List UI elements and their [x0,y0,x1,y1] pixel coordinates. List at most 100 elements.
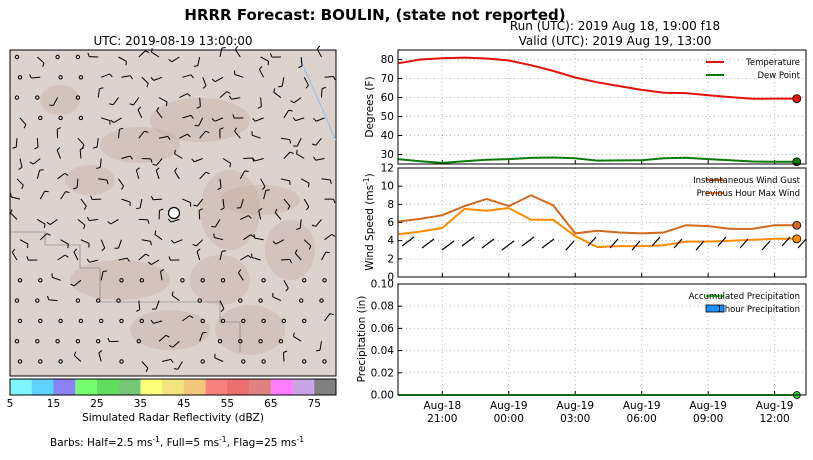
wind-barb-flag [11,248,16,253]
wind-barb [214,236,224,241]
wind-barb [198,117,204,127]
wind-barb-flag [168,345,173,348]
terrain-patch [215,305,285,355]
calm-marker [78,318,84,324]
wind-barb-flag [192,243,197,247]
wind-barb [19,239,29,245]
calm-marker [17,359,23,364]
legend-label-1: Dew Point [757,71,800,81]
wind-barb-flag [144,130,149,133]
wind-barb [321,251,327,261]
calm-marker [75,54,81,60]
wind-barb-flag [173,368,178,370]
temperature-ylabel: Degrees (F) [364,76,376,137]
wind-barb [315,219,322,227]
wind-barb [695,240,705,251]
calm-marker [238,298,243,303]
wind-barb [251,134,261,139]
calm-marker [35,95,40,100]
wind-barb-flag [294,249,298,254]
calm-marker [322,359,327,364]
wind-barb [295,117,305,122]
wind-barb [141,239,151,242]
wind-barb-flag [219,127,224,130]
wind-barb-flag [220,207,225,211]
wind-barb-flag [191,158,195,163]
y-tick-label: 50 [381,111,394,123]
calm-marker [261,318,266,324]
wind-barb-flag [154,230,157,235]
colorbar-frame [9,378,337,396]
x-tick-date: Aug-19 [556,400,594,412]
wind-barb-flag [165,101,168,106]
calm-marker [14,298,20,303]
x-tick-date: Aug-19 [756,400,794,412]
wind-barb-flag [10,192,12,198]
wind-barb-flag [226,91,231,94]
wind-barb [196,251,201,261]
wind-barb-flag [305,84,309,89]
wind-barb-flag [248,215,252,219]
wind-barb [194,158,203,163]
wind-barb [243,157,253,159]
wind-barb-flag [137,106,142,111]
wind-barb [651,236,661,247]
wind-barb [139,199,143,209]
wind-barb [133,97,140,106]
y-tick-label: 10 [381,181,394,193]
colorbar-swatch [118,379,141,395]
wind-barb-flag [150,158,153,163]
wind-barb [160,271,163,281]
wind-barb [173,239,183,244]
wind-barb [240,215,249,220]
wind-barb-flag [174,167,178,172]
wind-barb-flag [18,166,23,170]
wind-barb-flag [325,251,330,254]
wind-barb-flag [196,106,201,109]
calm-marker [200,359,205,364]
wind-barb-flag [211,225,216,228]
wind-barb [112,97,119,106]
wind-barb [138,300,141,310]
wind-barb-flag [252,118,256,122]
wind-barb-flag [56,147,61,151]
y-tick-label: 0.08 [371,301,394,313]
calm-marker [220,318,226,324]
series-endpoint-1 [792,157,802,167]
wind-barb [118,257,128,261]
wind-barb-flag [285,287,289,292]
wind-barb [153,76,163,81]
wind-barb [182,198,191,204]
wind-barb-flag [258,66,263,70]
terrain-patch [265,220,315,280]
wind-barb-flag [145,367,149,372]
wind-barb [155,170,160,179]
wind-barb-flag [234,127,237,132]
panel-background [398,50,806,164]
wind-barb-flag [73,351,77,356]
wind-barb [260,97,262,107]
wind-barb [202,77,207,86]
series-line-1 [397,206,797,249]
wind-barb [16,178,24,186]
wind-barb-flag [273,88,276,93]
wind-barb-flag [258,207,263,212]
barb-note-exp-2: -1 [219,435,227,444]
wind-barb-flag [274,208,278,213]
wind-barb [52,97,59,106]
wind-barb [19,117,27,126]
wind-barb [251,257,261,261]
wind-barb-flag [220,308,225,312]
county-boundary [10,231,241,352]
wind-barb [135,169,140,179]
wind-barb [174,153,183,159]
wind-barb [36,169,41,179]
wind-barb [315,117,325,122]
wind-panel: 0 2 4 6 8 10 12 Instantaneous Wind Gust Previous… [381,163,807,284]
wind-barb-flag [247,255,252,259]
wind-barb-flag [135,309,140,312]
wind-barb [299,219,302,229]
wind-barb-flag [287,205,291,210]
wind-barb [177,361,183,370]
wind-barb-flag [129,103,134,106]
